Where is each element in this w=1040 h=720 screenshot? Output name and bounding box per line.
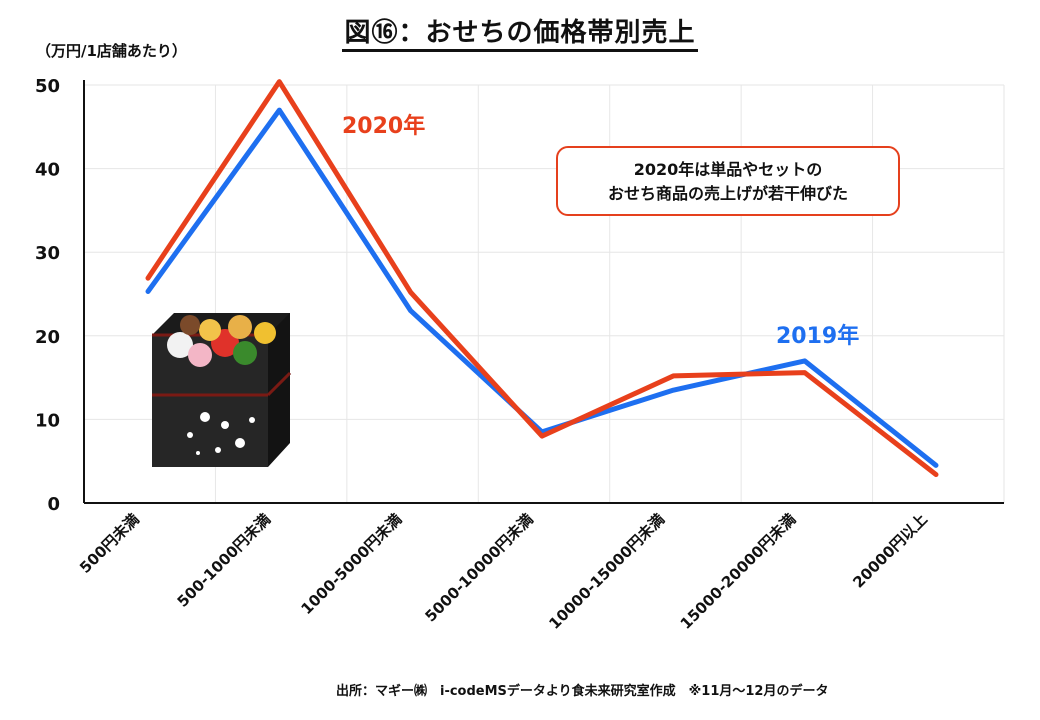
x-tick-labels: 500円未満 500-1000円未満 1000-5000円未満 5000-10000円… — [76, 510, 931, 633]
series-label-2019: 2019年 — [776, 324, 860, 349]
annotation-callout: 2020年は単品やセットの おせち商品の売上げが若干伸びた — [556, 146, 900, 216]
chart-title: 図⑯：おせちの価格帯別売上 — [0, 12, 1040, 52]
y-axis-unit-label: （万円/1店舗あたり） — [36, 42, 187, 60]
annotation-line-2: おせち商品の売上げが若干伸びた — [607, 184, 848, 203]
series-label-2020: 2020年 — [342, 114, 426, 139]
y-tick-labels: 0 10 20 30 40 50 — [35, 76, 60, 515]
x-tick-label: 1000-5000円未満 — [297, 510, 405, 618]
y-tick-label: 50 — [35, 76, 60, 97]
annotation-line-1: 2020年は単品やセットの — [633, 160, 823, 179]
y-tick-label: 10 — [35, 410, 60, 431]
series-lines — [145, 79, 939, 478]
series-line — [145, 79, 939, 478]
source-note: 出所：マギー㈱ i-codeMSデータより食未来研究室作成 ※11月～12月のデ… — [336, 684, 829, 699]
x-tick-label: 5000-10000円未満 — [421, 510, 536, 625]
x-tick-label: 15000-20000円未満 — [677, 510, 800, 633]
y-tick-label: 20 — [35, 327, 60, 348]
y-tick-label: 0 — [47, 494, 60, 515]
series-line — [145, 107, 939, 468]
chart-axes — [83, 80, 1004, 504]
y-tick-label: 30 — [35, 243, 60, 264]
x-tick-label: 10000-15000円未満 — [545, 510, 668, 633]
y-tick-label: 40 — [35, 160, 60, 181]
x-tick-label: 500-1000円未満 — [174, 510, 275, 611]
x-tick-label: 500円未満 — [76, 510, 143, 577]
x-tick-label: 20000円以上 — [849, 510, 930, 591]
osechi-box-illustration — [152, 313, 292, 467]
